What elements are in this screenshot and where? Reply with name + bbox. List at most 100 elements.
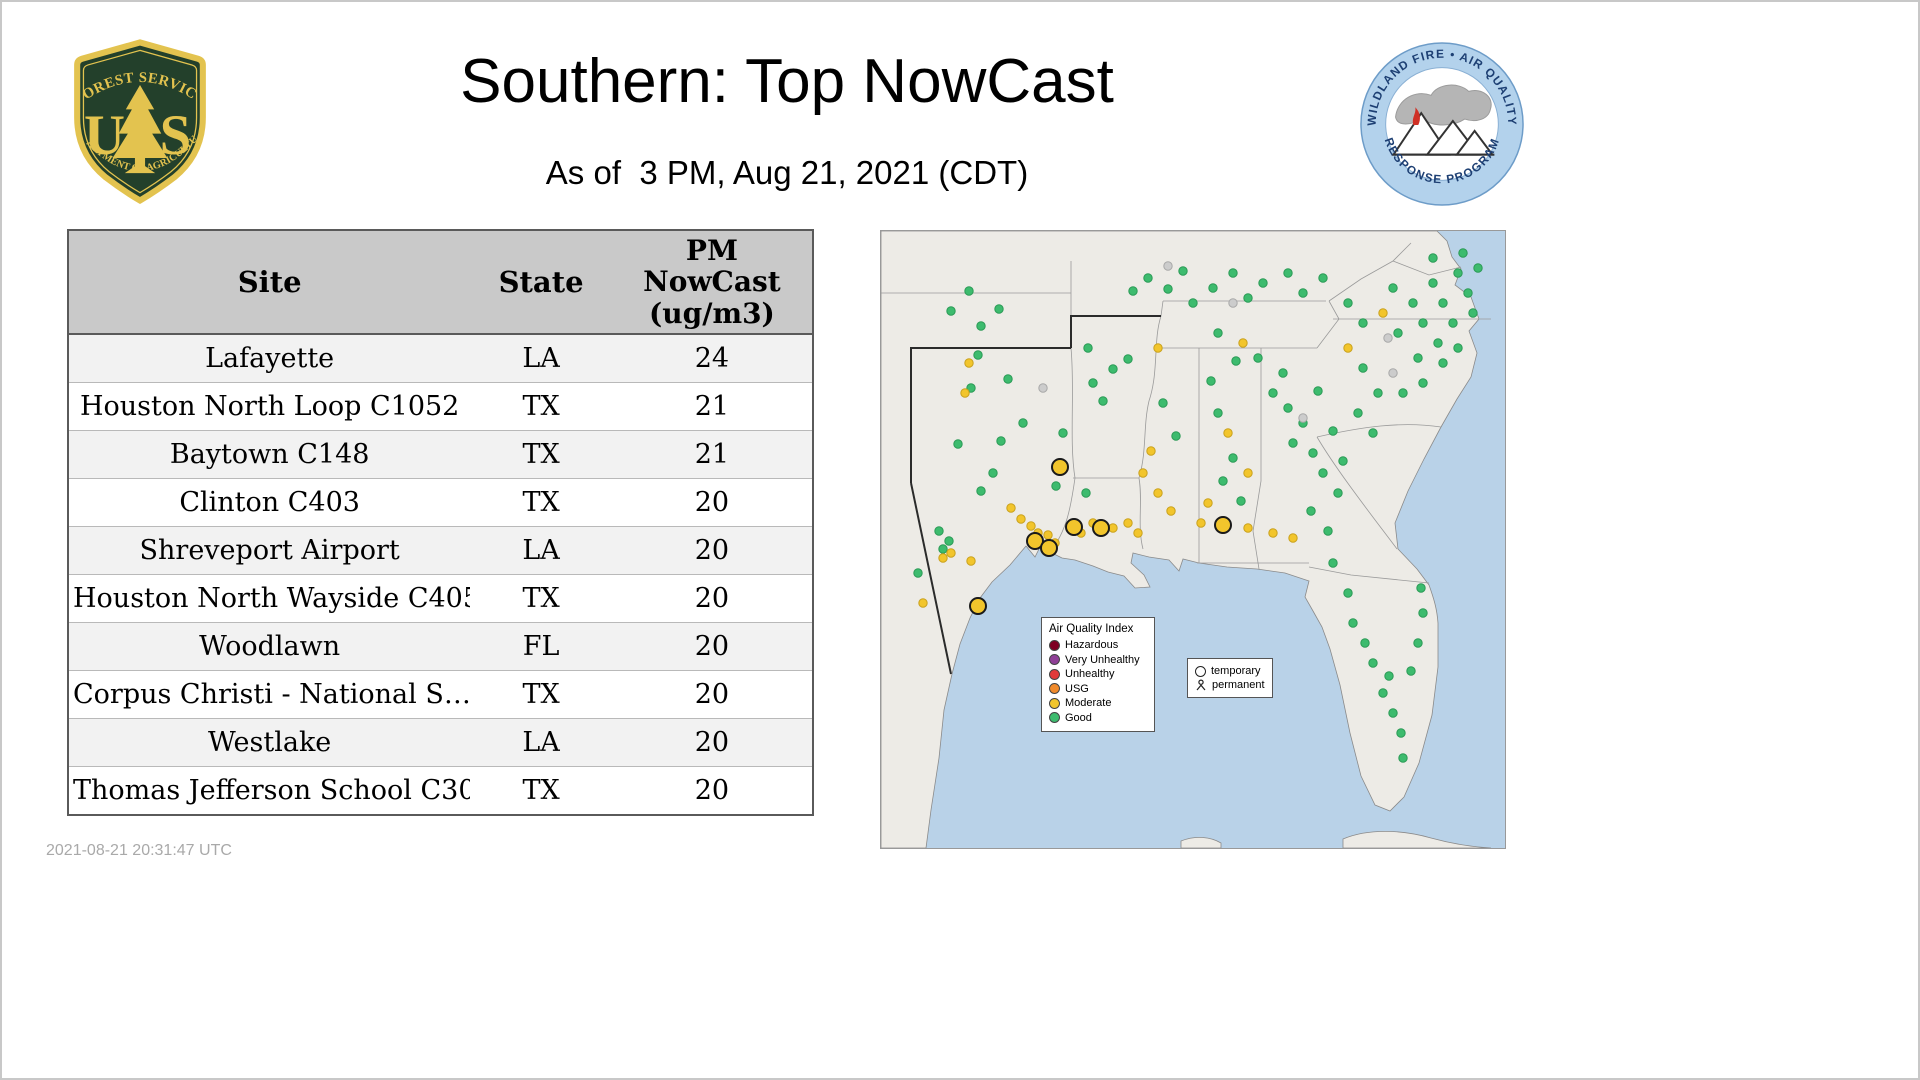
monitor-marker (1388, 708, 1398, 718)
monitor-marker (1383, 333, 1393, 343)
monitor-marker (1083, 343, 1093, 353)
monitor-marker (1448, 318, 1458, 328)
table-row: Woodlawn FL 20 (68, 622, 813, 671)
site-cell: Houston North Loop C1052 (68, 382, 471, 431)
value-cell: 20 (611, 478, 813, 527)
monitor-marker (1433, 338, 1443, 348)
value-cell: 21 (611, 430, 813, 479)
monitor-marker (1231, 356, 1241, 366)
monitor-marker (1043, 530, 1053, 540)
monitor-marker (1298, 288, 1308, 298)
monitor-marker (1398, 388, 1408, 398)
monitor-marker (1288, 533, 1298, 543)
site-cell: Clinton C403 (68, 478, 471, 527)
state-cell: TX (470, 670, 612, 719)
monitor-marker (1463, 288, 1473, 298)
legend-label: Unhealthy (1065, 668, 1115, 680)
page-subtitle: As of 3 PM, Aug 21, 2021 (CDT) (545, 154, 1029, 191)
table-row: Corpus Christi - National S… TX 20 (68, 670, 813, 719)
monitor-marker (1278, 368, 1288, 378)
monitor-marker (1128, 286, 1138, 296)
generation-timestamp: 2021-08-21 20:31:47 UTC (46, 842, 232, 859)
monitor-marker (953, 439, 963, 449)
monitor-marker (1228, 268, 1238, 278)
monitor-marker (1418, 608, 1428, 618)
state-cell: FL (470, 622, 612, 671)
site-cell: Shreveport Airport (68, 526, 471, 575)
monitor-marker (1348, 618, 1358, 628)
monitor-marker (1208, 283, 1218, 293)
monitor-marker (1378, 308, 1388, 318)
monitor-marker (1396, 728, 1406, 738)
monitor-marker (1393, 328, 1403, 338)
monitor-marker (1213, 408, 1223, 418)
table-row: Houston North Wayside C405 TX 20 (68, 574, 813, 623)
monitor-marker (1171, 431, 1181, 441)
nowcast-table: Site State PM NowCast (ug/m3) Lafayette LA 2… (67, 229, 814, 816)
monitor-marker (1243, 293, 1253, 303)
value-cell: 20 (694, 775, 730, 806)
legend-item: Hazardous (1049, 639, 1147, 651)
monitor-marker (1343, 298, 1353, 308)
permanent-marker-icon (1196, 679, 1206, 691)
legend-swatch (1049, 712, 1060, 723)
state-cell: TX (470, 382, 612, 431)
state-cell: TX (470, 574, 612, 623)
monitor-marker (1243, 523, 1253, 533)
monitor-marker (1408, 298, 1418, 308)
aqi-legend-items: Hazardous Very Unhealthy Unhealthy USG Moder… (1049, 639, 1147, 724)
monitor-marker (1178, 266, 1188, 276)
table-row: Shreveport Airport LA 20 (68, 526, 813, 575)
table-row: Clinton C403 TX 20 (68, 478, 813, 527)
monitor-markers-layer (913, 248, 1483, 763)
temporary-monitor-marker (1092, 519, 1110, 537)
monitor-marker (1138, 468, 1148, 478)
table-row: Thomas Jefferson School C303 TX 20 (68, 767, 813, 816)
legend-swatch (1049, 683, 1060, 694)
wfaqrp-logo: WILDLAND FIRE • AIR QUALITY RESPONSE PRO… (1360, 42, 1524, 206)
monitor-marker (1368, 428, 1378, 438)
legend-swatch (1049, 697, 1060, 709)
monitor-marker (1166, 506, 1176, 516)
monitor-marker (1438, 358, 1448, 368)
monitor-marker (1163, 284, 1173, 294)
monitor-marker (944, 536, 954, 546)
monitor-marker (1328, 426, 1338, 436)
usfs-logo: FOREST SERVICE U S DEPARTMENT OF AGRICUL… (64, 38, 216, 206)
monitor-marker (1058, 428, 1068, 438)
temporary-monitor-marker (1214, 516, 1232, 534)
legend-label: USG (1065, 682, 1089, 695)
monitor-marker (1333, 488, 1343, 498)
site-cell: Woodlawn (68, 622, 471, 671)
state-header: State (470, 230, 612, 335)
monitor-marker (1051, 481, 1061, 491)
monitor-marker (1143, 273, 1153, 283)
legend-item: Very Unhealthy (1049, 654, 1147, 666)
legend-item: Good (1049, 712, 1147, 724)
monitor-marker (1428, 278, 1438, 288)
legend-label: Good (1065, 711, 1092, 724)
monitor-marker (913, 568, 923, 578)
temporary-legend-row: temporary (1195, 665, 1265, 677)
monitor-marker (1123, 354, 1133, 364)
legend-swatch (1049, 639, 1060, 651)
monitor-marker (938, 544, 948, 554)
monitor-marker (964, 358, 974, 368)
map-svg (881, 231, 1505, 848)
monitor-marker (1453, 343, 1463, 353)
monitor-marker (1253, 353, 1263, 363)
pine-tree-icon (112, 85, 168, 174)
monitor-marker (1203, 498, 1213, 508)
temporary-marker-icon (1195, 665, 1206, 677)
monitor-marker (1213, 328, 1223, 338)
page-title: Southern: Top NowCast (460, 47, 1114, 116)
monitor-marker (946, 548, 956, 558)
table-body: Lafayette LA 24 Houston North Loop C1052 TX 2… (68, 334, 813, 815)
monitor-marker (1338, 456, 1348, 466)
site-cell: Baytown C148 (68, 430, 471, 479)
monitor-marker (1268, 528, 1278, 538)
state-cell: TX (470, 430, 612, 479)
monitor-marker (966, 556, 976, 566)
legend-label: Very Unhealthy (1065, 653, 1140, 666)
